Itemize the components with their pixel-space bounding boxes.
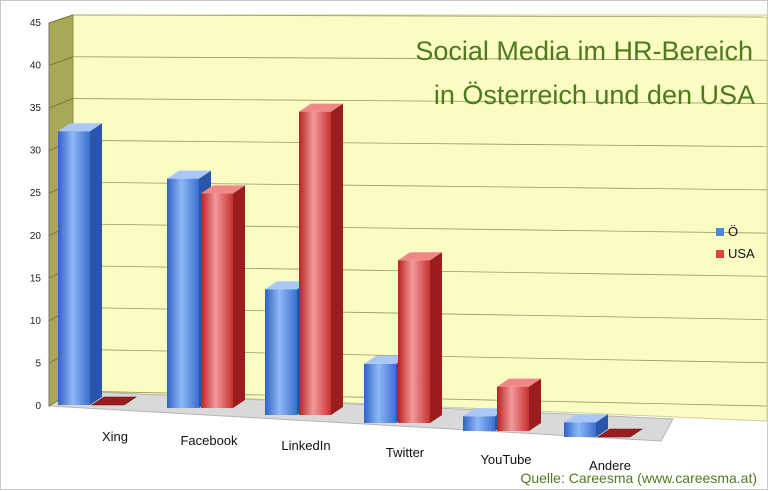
bar-usa-facebook [201,185,245,408]
gridline [72,98,768,104]
y-tick-label: 20 [30,231,42,242]
y-tick-label: 45 [30,18,42,29]
category-labels: Xing Facebook LinkedIn Twitter YouTube Andere [102,429,631,473]
y-tick-label: 40 [30,61,42,72]
category-label: Twitter [386,445,425,460]
y-axis-ticks: 0 5 10 15 20 25 30 35 40 45 [30,18,42,412]
y-tick-label: 10 [30,316,42,327]
bars [58,103,643,438]
bar-oe-youtube [463,408,507,431]
category-label: Xing [102,429,128,444]
category-label: LinkedIn [281,438,330,453]
source-credit: Quelle: Careesma (www.careesma.at) [520,470,757,486]
y-tick-label: 15 [30,273,42,284]
legend-swatch [716,228,724,236]
y-tick-label: 30 [30,146,42,157]
chart-title-line-2: in Österreich und den USA [434,80,755,110]
legend-item-usa: USA [716,246,755,261]
gridline [72,56,768,61]
category-label: Andere [589,458,631,473]
y-tick-label: 25 [30,188,42,199]
bar-usa-andere [597,428,643,438]
category-label: YouTube [480,452,531,467]
bar-usa-twitter [398,252,442,423]
bar-oe-xing [58,123,102,405]
y-tick-label: 5 [35,358,41,369]
bar-oe-andere [564,414,608,437]
side-gridline [48,56,74,66]
side-gridline [48,98,74,109]
legend-label: Ö [728,224,738,239]
gridline [72,139,768,148]
category-label: Facebook [180,433,238,448]
side-gridline [48,14,74,24]
legend-item-oe: Ö [716,224,738,239]
y-tick-label: 35 [30,103,42,114]
legend-swatch [716,250,724,258]
gridline [72,14,768,18]
legend: Ö USA [716,224,755,261]
chart-title-line-1: Social Media im HR-Bereich [415,36,753,66]
bar-usa-linkedin [299,103,343,415]
y-tick-label: 0 [35,401,41,412]
bar-usa-xing [91,396,137,406]
legend-label: USA [728,246,755,261]
bar-usa-youtube [497,378,541,431]
